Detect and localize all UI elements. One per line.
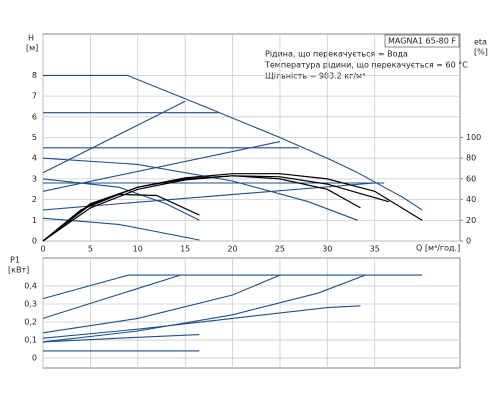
y-tick-label: 0,3 xyxy=(24,299,37,308)
chart-title: MAGNA1 65-80 F xyxy=(388,37,456,46)
y2-tick-label: 20 xyxy=(466,216,476,225)
curve xyxy=(42,274,423,300)
x-tick-label: 10 xyxy=(133,245,143,254)
y-tick-label: 0,2 xyxy=(24,318,37,327)
y-tick-label: 1 xyxy=(32,216,37,225)
curve xyxy=(42,334,200,343)
x-tick-label: 0 xyxy=(40,245,45,254)
curve xyxy=(42,274,181,319)
y-tick-label: 0,1 xyxy=(24,336,37,345)
y-tick-label: 5 xyxy=(32,133,37,142)
annotation: Щільність = 983.2 кг/м³ xyxy=(265,72,365,81)
y2-tick-label: 60 xyxy=(466,174,476,183)
y2-tick-label: 80 xyxy=(466,154,476,163)
x-tick-label: 15 xyxy=(180,245,190,254)
y-tick-label: 8 xyxy=(32,71,37,80)
x-tick-label: 35 xyxy=(370,245,380,254)
curve xyxy=(42,305,361,339)
y2-tick-label: 100 xyxy=(466,133,481,142)
y-tick-label: 4 xyxy=(32,154,37,163)
annotation: Рідина, що перекачується = Вода xyxy=(265,50,408,59)
y2-tick-label: 40 xyxy=(466,195,476,204)
curve xyxy=(42,100,186,174)
y-tick-label: 0 xyxy=(32,237,37,246)
annotation: Температура рідини, що перекачується = 6… xyxy=(264,61,468,70)
y-axis-label: H xyxy=(28,34,34,43)
y-tick-label: 0 xyxy=(32,354,37,363)
y-axis-label: P1 xyxy=(10,256,20,265)
y2-tick-label: 0 xyxy=(466,237,471,246)
y2-axis-label: eta xyxy=(474,38,487,47)
lower-frame xyxy=(42,257,461,369)
x-tick-label: 30 xyxy=(322,245,332,254)
x-axis-label: Q [м³/год.] xyxy=(416,244,460,253)
curve xyxy=(42,182,375,211)
y-tick-label: 3 xyxy=(32,174,37,183)
y2-axis-unit: [%] xyxy=(474,48,488,57)
x-tick-label: 20 xyxy=(227,245,237,254)
curve xyxy=(42,274,281,334)
curve xyxy=(42,175,361,242)
y-tick-label: 7 xyxy=(32,92,37,101)
y-tick-label: 0,4 xyxy=(24,281,37,290)
curve xyxy=(42,274,366,343)
title-box xyxy=(384,34,460,48)
curve xyxy=(43,74,423,211)
x-tick-label: 25 xyxy=(275,245,285,254)
curve xyxy=(42,193,200,242)
curve xyxy=(42,157,358,221)
y-axis-unit: [м] xyxy=(26,44,38,53)
x-tick-label: 5 xyxy=(88,245,93,254)
y-axis-unit: [кВт] xyxy=(8,266,29,275)
y-tick-label: 2 xyxy=(32,195,37,204)
y-tick-label: 6 xyxy=(32,112,37,121)
